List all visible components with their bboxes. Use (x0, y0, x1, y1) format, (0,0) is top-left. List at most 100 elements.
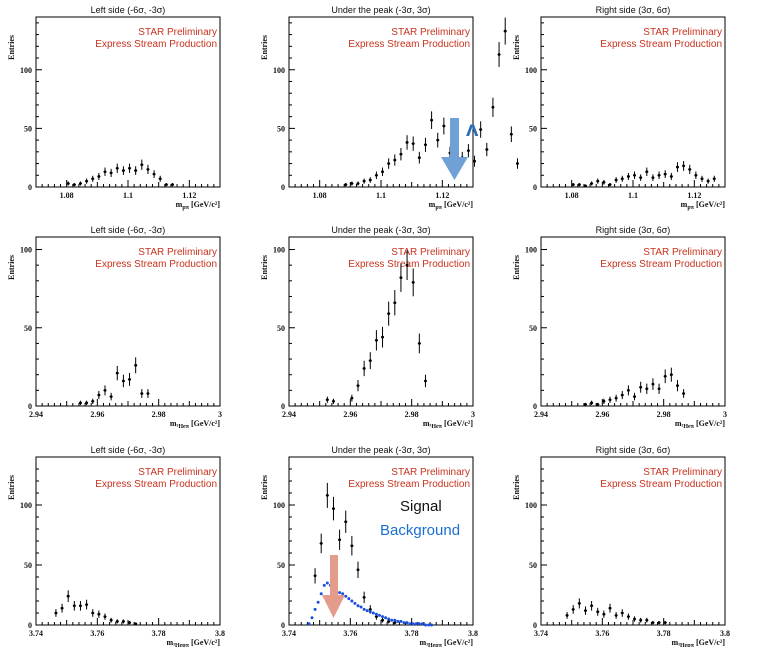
background-point (350, 599, 354, 603)
data-point (602, 612, 606, 616)
data-point (700, 177, 704, 181)
data-point (608, 606, 612, 610)
panel-2-0: Left side (-6σ, -3σ) 0 50 100 3.74 3.76 3.78 3.… (7, 445, 225, 647)
y-axis-title: Entries (512, 475, 521, 500)
star-preliminary-label: STAR Preliminary (643, 27, 722, 38)
y-tick-label: 100 (525, 501, 537, 510)
data-point (387, 162, 391, 165)
background-point (353, 601, 357, 605)
data-point (122, 620, 125, 623)
data-point (54, 611, 58, 615)
data-point (60, 606, 64, 610)
data-point (128, 621, 131, 624)
background-point (423, 623, 427, 627)
data-point (140, 163, 144, 167)
data-point (657, 173, 661, 177)
x-tick-label: 1.12 (182, 191, 196, 200)
background-point (393, 618, 397, 622)
data-point (614, 178, 618, 182)
data-point (627, 615, 630, 618)
data-point (473, 159, 476, 163)
data-point (497, 53, 501, 56)
data-point (651, 621, 655, 624)
y-tick-label: 100 (20, 66, 32, 75)
background-point (381, 615, 385, 619)
data-point (688, 168, 692, 171)
data-point (85, 603, 88, 606)
star-preliminary-label: STAR Preliminary (138, 247, 217, 258)
data-point (571, 608, 575, 611)
data-point (362, 367, 366, 370)
data-point (356, 182, 360, 185)
panel-title: Under the peak (-3σ, 3σ) (331, 5, 430, 15)
y-axis-title: Entries (512, 35, 521, 60)
data-point (140, 392, 144, 395)
legend-background-label: Background (380, 522, 460, 539)
x-tick-label: 3.8 (720, 629, 730, 638)
star-preliminary-label: STAR Preliminary (138, 27, 217, 38)
x-tick-label: 3 (723, 410, 727, 419)
y-tick-label: 0 (281, 183, 285, 192)
data-point (325, 494, 329, 497)
data-point (602, 399, 606, 403)
data-point (368, 608, 372, 611)
x-tick-label: 3.78 (657, 629, 671, 638)
x-tick-label: 1.12 (435, 191, 449, 200)
data-point (565, 614, 569, 617)
panel-0-1: Under the peak (-3σ, 3σ) 0 50 100 1.08 1.1 1.1… (260, 5, 519, 211)
data-point (66, 182, 70, 185)
background-point (427, 623, 431, 627)
panel-2-2: Right side (3σ, 6σ) 0 50 100 3.74 3.76 3.78 3.8… (512, 445, 730, 647)
y-axis-title: Entries (260, 35, 269, 60)
star-production-label: Express Stream Production (95, 479, 217, 490)
data-point (577, 602, 581, 605)
data-point (387, 620, 391, 623)
x-tick-label: 3 (218, 410, 222, 419)
data-point (657, 621, 661, 624)
star-production-label: Express Stream Production (95, 259, 217, 270)
y-tick-label: 50 (24, 561, 32, 570)
data-point (319, 542, 323, 545)
background-point (356, 604, 360, 608)
data-point (669, 175, 673, 178)
data-point (103, 388, 107, 392)
star-preliminary-label: STAR Preliminary (643, 467, 722, 478)
y-tick-label: 50 (277, 124, 285, 133)
data-point (467, 149, 470, 153)
x-tick-label: 3.76 (595, 629, 609, 638)
star-production-label: Express Stream Production (348, 259, 470, 270)
background-point (414, 622, 418, 626)
data-point (375, 338, 378, 342)
background-point (322, 583, 326, 587)
data-point (651, 382, 655, 386)
y-tick-label: 50 (529, 561, 537, 570)
data-point (405, 141, 409, 144)
data-point (663, 374, 667, 378)
data-point (608, 183, 612, 187)
data-point (332, 399, 335, 403)
data-point (350, 396, 354, 400)
data-point (491, 105, 495, 109)
background-point (347, 597, 351, 601)
y-tick-label: 100 (273, 246, 285, 255)
y-tick-label: 0 (533, 402, 537, 411)
x-tick-label: 3.8 (468, 629, 478, 638)
y-tick-label: 50 (529, 124, 537, 133)
data-point (503, 29, 507, 33)
background-point (341, 592, 345, 596)
x-axis-title: m³Heπ [GeV/c²] (423, 419, 473, 430)
data-point (344, 183, 348, 187)
y-tick-label: 50 (24, 324, 32, 333)
data-point (325, 398, 329, 402)
x-tick-label: 2.96 (595, 410, 609, 419)
y-tick-label: 100 (525, 246, 537, 255)
data-point (633, 395, 636, 399)
data-point (91, 177, 95, 181)
data-point (350, 544, 354, 548)
data-point (620, 611, 624, 615)
data-point (694, 173, 698, 177)
data-point (651, 176, 655, 180)
data-point (381, 170, 384, 174)
data-point (584, 184, 587, 188)
data-point (602, 180, 606, 184)
